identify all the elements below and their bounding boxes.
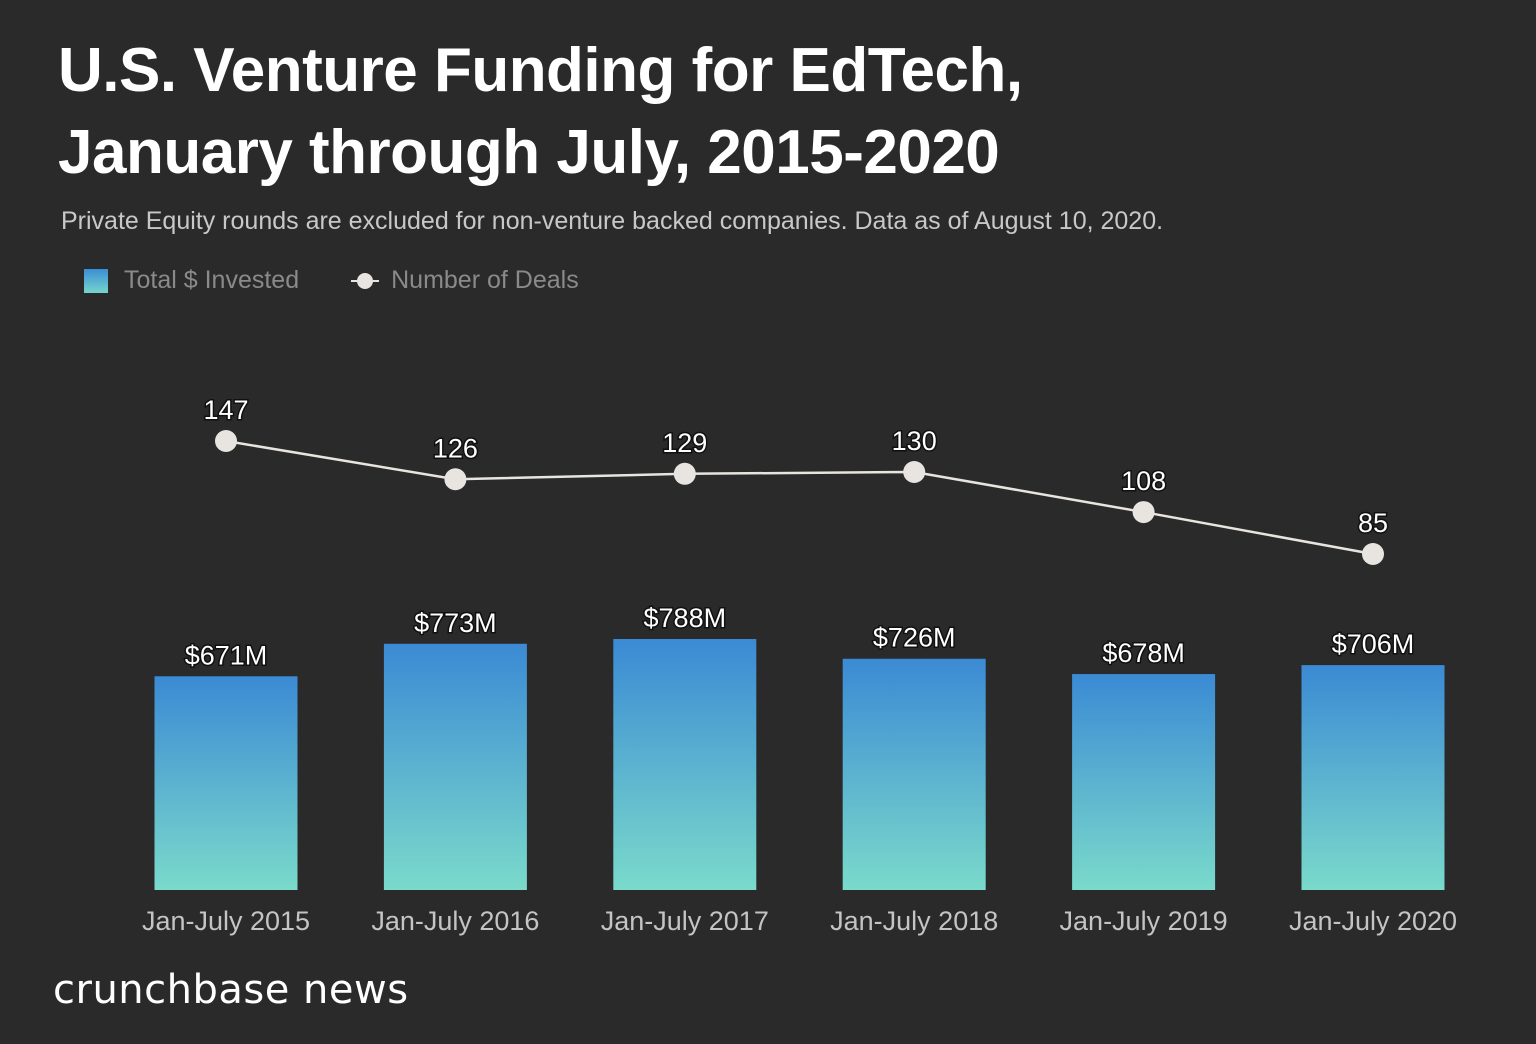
line-value-label: 147 — [203, 395, 248, 425]
bar — [1072, 674, 1216, 890]
category-label: Jan-July 2016 — [371, 906, 539, 936]
line-value-label: 130 — [892, 426, 937, 456]
line-value-label: 129 — [662, 428, 707, 458]
line-point — [673, 462, 696, 485]
category-label: Jan-July 2017 — [601, 906, 769, 936]
bar-value-label: $788M — [644, 603, 727, 633]
line-point — [215, 430, 237, 452]
line-value-label: 126 — [433, 433, 478, 463]
line-value-labels: 147 126 129 130 108 85 — [202, 394, 1390, 540]
line-path — [225, 439, 1374, 556]
bar — [842, 658, 986, 890]
chart-title: U.S. Venture Funding for EdTech, January… — [58, 30, 1023, 194]
bar — [383, 643, 527, 890]
bar-series — [154, 639, 1445, 890]
category-label: Jan-July 2018 — [830, 906, 998, 936]
bar — [154, 676, 298, 890]
legend-label-number-of-deals: Number of Deals — [391, 266, 579, 294]
line-value-label: 108 — [1121, 466, 1166, 496]
bar-value-label: $678M — [1102, 638, 1185, 668]
bar-value-label: $671M — [185, 640, 268, 670]
bar-value-label: $726M — [873, 623, 956, 653]
bar — [613, 639, 757, 890]
line-marker-icon — [351, 269, 380, 293]
category-label: Jan-July 2020 — [1289, 906, 1457, 936]
chart-title-line-2: January through July, 2015-2020 — [58, 118, 1000, 187]
bar-value-label: $773M — [414, 608, 497, 638]
bar-swatch-icon — [84, 268, 108, 293]
line-point — [444, 468, 467, 491]
line-point — [1132, 501, 1155, 524]
legend: Total $ Invested Number of Deals — [84, 266, 579, 295]
line-point — [1362, 543, 1384, 565]
category-label: Jan-July 2019 — [1060, 906, 1228, 936]
bar — [1301, 665, 1445, 890]
legend-item-total-invested: Total $ Invested — [84, 266, 299, 295]
category-labels: Jan-July 2015 Jan-July 2016 Jan-July 2017 J… — [142, 906, 1457, 936]
bar-value-labels: $671M $773M $788M $726M $678M $706M — [183, 602, 1416, 672]
line-point — [903, 460, 926, 483]
legend-label-total-invested: Total $ Invested — [124, 266, 300, 294]
brand-logo: crunchbase news — [53, 967, 409, 1013]
line-series — [215, 430, 1384, 565]
chart-subtitle: Private Equity rounds are excluded for n… — [61, 207, 1164, 235]
line-value-label: 85 — [1358, 508, 1388, 538]
legend-item-number-of-deals: Number of Deals — [299, 266, 579, 295]
chart-title-line-1: U.S. Venture Funding for EdTech, — [58, 36, 1023, 105]
category-label: Jan-July 2015 — [142, 906, 310, 936]
bar-value-label: $706M — [1332, 629, 1415, 659]
